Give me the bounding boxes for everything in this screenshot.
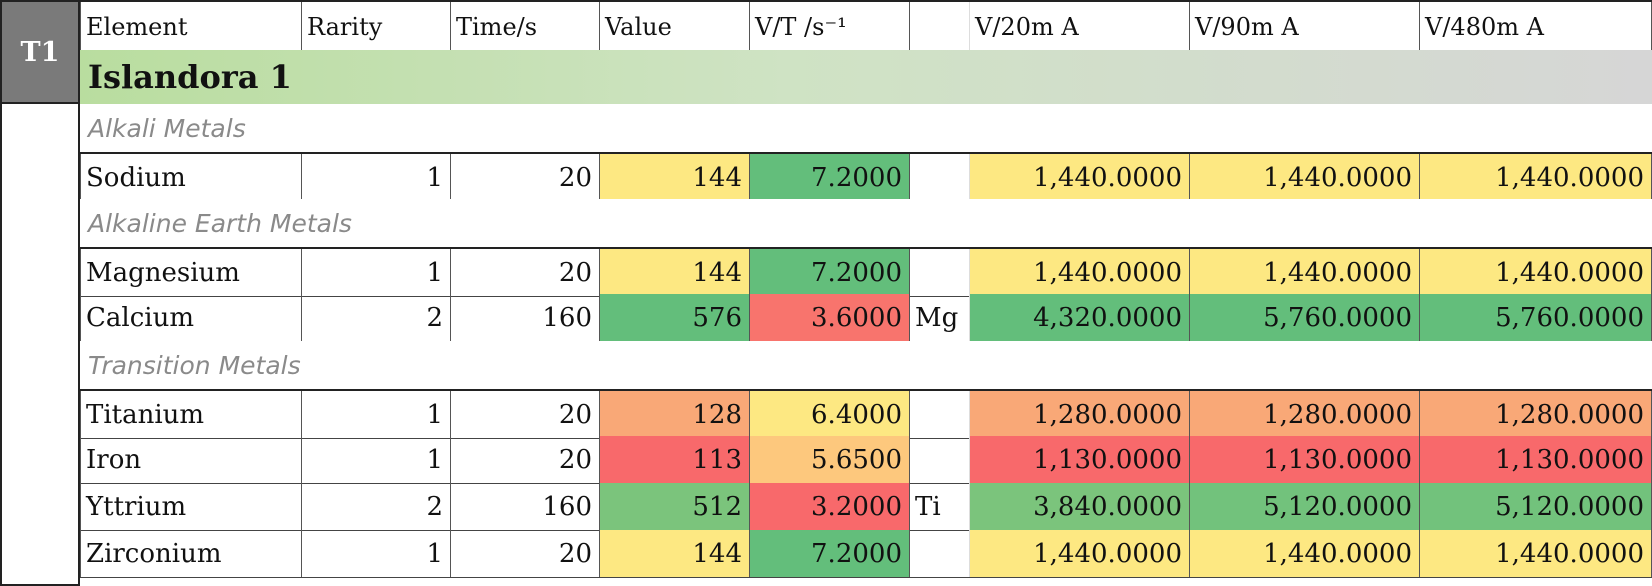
rarity-cell[interactable]: 2	[302, 483, 451, 530]
rarity-cell[interactable]: 1	[302, 391, 451, 438]
island-title[interactable]: Islandora 1	[88, 58, 292, 96]
value-cell[interactable]: 512	[600, 483, 750, 530]
v90m-cell[interactable]: 5,120.0000	[1190, 483, 1420, 530]
header-requirement[interactable]	[910, 2, 970, 52]
requirement-cell[interactable]	[910, 436, 970, 483]
element-cell[interactable]: Sodium	[80, 154, 302, 201]
v20m-cell[interactable]: 4,320.0000	[970, 294, 1190, 341]
v20m-cell[interactable]: 1,440.0000	[970, 249, 1190, 296]
time-cell[interactable]: 20	[451, 436, 600, 483]
island-title-row: Islandora 1	[80, 50, 1652, 106]
element-cell[interactable]: Magnesium	[80, 249, 302, 296]
v90m-cell[interactable]: 1,440.0000	[1190, 249, 1420, 296]
requirement-cell[interactable]: Ti	[910, 483, 970, 530]
header-rarity[interactable]: Rarity	[302, 2, 451, 52]
v90m-cell[interactable]: 1,280.0000	[1190, 391, 1420, 438]
table-row: Iron 1 20 113 5.6500 1,130.0000 1,130.0000 1,13…	[80, 436, 1652, 484]
value-per-time-cell[interactable]: 7.2000	[750, 530, 910, 577]
value-cell[interactable]: 113	[600, 436, 750, 483]
table-row: Magnesium 1 20 144 7.2000 1,440.0000 1,440.000…	[80, 247, 1652, 297]
v20m-cell[interactable]: 1,440.0000	[970, 154, 1190, 201]
category-row: Alkaline Earth Metals	[80, 199, 1652, 247]
value-per-time-cell[interactable]: 3.2000	[750, 483, 910, 530]
v480m-cell[interactable]: 1,440.0000	[1420, 249, 1652, 296]
value-cell[interactable]: 576	[600, 294, 750, 341]
value-cell[interactable]: 144	[600, 530, 750, 577]
v480m-cell[interactable]: 5,760.0000	[1420, 294, 1652, 341]
value-per-time-cell[interactable]: 7.2000	[750, 154, 910, 201]
requirement-cell[interactable]	[910, 249, 970, 296]
v90m-cell[interactable]: 1,440.0000	[1190, 530, 1420, 577]
v480m-cell[interactable]: 1,130.0000	[1420, 436, 1652, 483]
table-row: Calcium 2 160 576 3.6000 Mg 4,320.0000 5,760.00…	[80, 294, 1652, 342]
v90m-cell[interactable]: 1,440.0000	[1190, 154, 1420, 201]
rarity-cell[interactable]: 1	[302, 249, 451, 296]
rarity-cell[interactable]: 2	[302, 294, 451, 341]
rarity-cell[interactable]: 1	[302, 530, 451, 577]
requirement-cell[interactable]	[910, 154, 970, 201]
value-per-time-cell[interactable]: 6.4000	[750, 391, 910, 438]
v20m-cell[interactable]: 1,280.0000	[970, 391, 1190, 438]
table-row: Sodium 1 20 144 7.2000 1,440.0000 1,440.0000 1,…	[80, 152, 1652, 202]
v20m-cell[interactable]: 1,130.0000	[970, 436, 1190, 483]
category-row: Transition Metals	[80, 341, 1652, 389]
rarity-cell[interactable]: 1	[302, 436, 451, 483]
v480m-cell[interactable]: 1,280.0000	[1420, 391, 1652, 438]
v480m-cell[interactable]: 5,120.0000	[1420, 483, 1652, 530]
category-label[interactable]: Alkaline Earth Metals	[88, 208, 352, 238]
header-v480m[interactable]: V/480m A	[1420, 2, 1652, 52]
element-cell[interactable]: Yttrium	[80, 483, 302, 530]
value-cell[interactable]: 144	[600, 249, 750, 296]
element-cell[interactable]: Iron	[80, 436, 302, 483]
v480m-cell[interactable]: 1,440.0000	[1420, 154, 1652, 201]
v90m-cell[interactable]: 1,130.0000	[1190, 436, 1420, 483]
table-row: Titanium 1 20 128 6.4000 1,280.0000 1,280.0000…	[80, 389, 1652, 439]
time-cell[interactable]: 20	[451, 154, 600, 201]
header-row: Element Rarity Time/s Value V/T /s⁻¹ V/2…	[80, 0, 1652, 54]
header-v20m[interactable]: V/20m A	[970, 2, 1190, 52]
element-cell[interactable]: Titanium	[80, 391, 302, 438]
category-row: Alkali Metals	[80, 104, 1652, 152]
header-v90m[interactable]: V/90m A	[1190, 2, 1420, 52]
category-label[interactable]: Transition Metals	[88, 350, 301, 380]
table-row: Zirconium 1 20 144 7.2000 1,440.0000 1,440.000…	[80, 530, 1652, 578]
value-per-time-cell[interactable]: 7.2000	[750, 249, 910, 296]
time-cell[interactable]: 160	[451, 294, 600, 341]
header-value-per-time[interactable]: V/T /s⁻¹	[750, 2, 910, 52]
tier-column	[0, 104, 80, 586]
requirement-cell[interactable]	[910, 391, 970, 438]
element-cell[interactable]: Zirconium	[80, 530, 302, 577]
v20m-cell[interactable]: 1,440.0000	[970, 530, 1190, 577]
time-cell[interactable]: 20	[451, 530, 600, 577]
header-time[interactable]: Time/s	[451, 2, 600, 52]
v90m-cell[interactable]: 5,760.0000	[1190, 294, 1420, 341]
value-per-time-cell[interactable]: 3.6000	[750, 294, 910, 341]
value-cell[interactable]: 144	[600, 154, 750, 201]
element-cell[interactable]: Calcium	[80, 294, 302, 341]
v480m-cell[interactable]: 1,440.0000	[1420, 530, 1652, 577]
time-cell[interactable]: 20	[451, 249, 600, 296]
value-per-time-cell[interactable]: 5.6500	[750, 436, 910, 483]
tier-badge: T1	[0, 0, 80, 104]
category-label[interactable]: Alkali Metals	[88, 113, 246, 143]
header-element[interactable]: Element	[80, 2, 302, 52]
time-cell[interactable]: 20	[451, 391, 600, 438]
requirement-cell[interactable]: Mg	[910, 294, 970, 341]
v20m-cell[interactable]: 3,840.0000	[970, 483, 1190, 530]
table-row: Yttrium 2 160 512 3.2000 Ti 3,840.0000 5,120.00…	[80, 483, 1652, 531]
requirement-cell[interactable]	[910, 530, 970, 577]
rarity-cell[interactable]: 1	[302, 154, 451, 201]
time-cell[interactable]: 160	[451, 483, 600, 530]
header-value[interactable]: Value	[600, 2, 750, 52]
value-cell[interactable]: 128	[600, 391, 750, 438]
